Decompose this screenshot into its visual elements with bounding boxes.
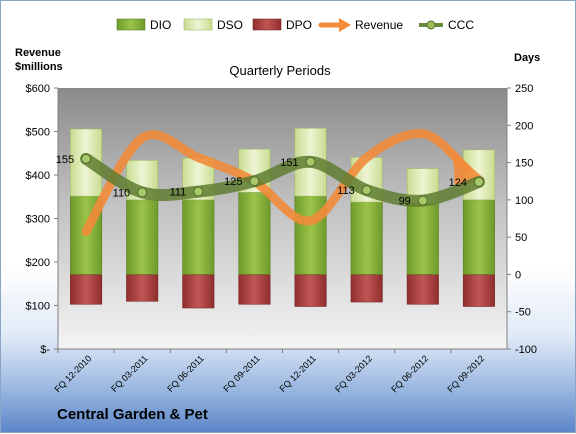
ccc-data-label: 113	[337, 185, 355, 197]
legend-item-dio: DIO	[116, 18, 171, 32]
dpo-bar	[350, 274, 383, 303]
x-tick-label: FQ 06-2011	[165, 353, 206, 394]
right-tick-label: 150	[515, 158, 533, 170]
legend-item-revenue: Revenue	[318, 18, 403, 32]
revenue-line	[81, 129, 472, 237]
x-tick-label: FQ 12-2010	[52, 353, 93, 394]
dpo-bar	[126, 274, 159, 302]
right-tick-label: -100	[515, 344, 537, 356]
legend-item-ccc: CCC	[419, 18, 474, 32]
left-axis-title-line1: Revenue	[15, 47, 61, 59]
ccc-point	[193, 186, 204, 197]
ccc-point	[417, 195, 428, 206]
right-tick-label: 100	[515, 195, 533, 207]
x-axis-ticks: FQ 12-2010 FQ 03-2011 FQ 06-2011 FQ 09-2011…	[52, 349, 486, 394]
ccc-data-label: 151	[280, 157, 298, 169]
dio-bar	[182, 199, 215, 275]
left-axis-title-line2: $millions	[15, 61, 63, 73]
left-tick-label: $400	[26, 170, 50, 182]
dio-bar	[350, 201, 383, 275]
ccc-point	[81, 153, 92, 164]
dio-bar	[238, 192, 271, 275]
right-axis-ticks: -100 -50 0 50 100 150 200 250	[507, 83, 537, 356]
left-tick-label: $500	[26, 127, 50, 139]
arrow-icon	[339, 18, 351, 32]
ccc-data-label: 125	[224, 176, 242, 188]
right-tick-label: 0	[515, 269, 521, 281]
ccc-point	[473, 176, 484, 187]
right-tick-label: 200	[515, 120, 533, 132]
dpo-bar	[238, 274, 271, 305]
right-tick-label: -50	[515, 307, 531, 319]
dio-bar	[406, 203, 439, 275]
x-tick-label: FQ 09-2011	[221, 353, 262, 394]
bars-group	[70, 127, 495, 309]
ccc-data-label: 99	[399, 196, 411, 208]
company-name: Central Garden & Pet	[57, 406, 208, 423]
legend-label-dpo: DPO	[286, 18, 312, 32]
left-axis-ticks: $- $100 $200 $300 $400 $500 $600	[26, 83, 58, 356]
legend-label-ccc: CCC	[448, 18, 474, 32]
ccc-series: 155 110 111 125 151 113 99 124	[56, 152, 485, 208]
legend-label-dio: DIO	[150, 18, 171, 32]
dio-bar	[462, 199, 495, 275]
dpo-bar	[462, 274, 495, 307]
ccc-data-label: 110	[113, 187, 131, 199]
dpo-bar	[294, 274, 327, 307]
dpo-bar	[406, 274, 439, 305]
ccc-data-label: 155	[56, 154, 74, 166]
plot-area	[58, 88, 507, 349]
dpo-bar	[70, 274, 103, 305]
dpo-bar	[182, 274, 215, 309]
x-tick-label: FQ 03-2012	[333, 353, 374, 394]
legend: DIO DSO DPO Revenue CCC	[116, 18, 474, 32]
ccc-point	[361, 185, 372, 196]
chart-title: Quarterly Periods	[229, 63, 331, 78]
right-tick-label: 250	[515, 83, 533, 95]
left-tick-label: $100	[26, 301, 50, 313]
x-tick-label: FQ 03-2011	[109, 353, 150, 394]
legend-label-dso: DSO	[217, 18, 243, 32]
legend-item-dso: DSO	[183, 18, 243, 32]
ccc-point	[249, 176, 260, 187]
ccc-point	[305, 156, 316, 167]
left-tick-label: $600	[26, 83, 50, 95]
x-tick-label: FQ 06-2012	[389, 353, 430, 394]
left-tick-label: $200	[26, 257, 50, 269]
ccc-data-label: 111	[170, 187, 187, 199]
legend-label-revenue: Revenue	[355, 18, 403, 32]
dio-bar	[126, 199, 159, 275]
left-tick-label: $300	[26, 214, 50, 226]
ccc-data-label: 124	[449, 177, 467, 189]
legend-item-dpo: DPO	[252, 18, 312, 32]
right-axis-title: Days	[514, 52, 540, 64]
right-tick-label: 50	[515, 232, 527, 244]
ccc-point	[137, 187, 148, 198]
x-tick-label: FQ 09-2012	[445, 353, 486, 394]
x-tick-label: FQ 12-2011	[277, 353, 318, 394]
left-tick-label: $-	[40, 344, 50, 356]
